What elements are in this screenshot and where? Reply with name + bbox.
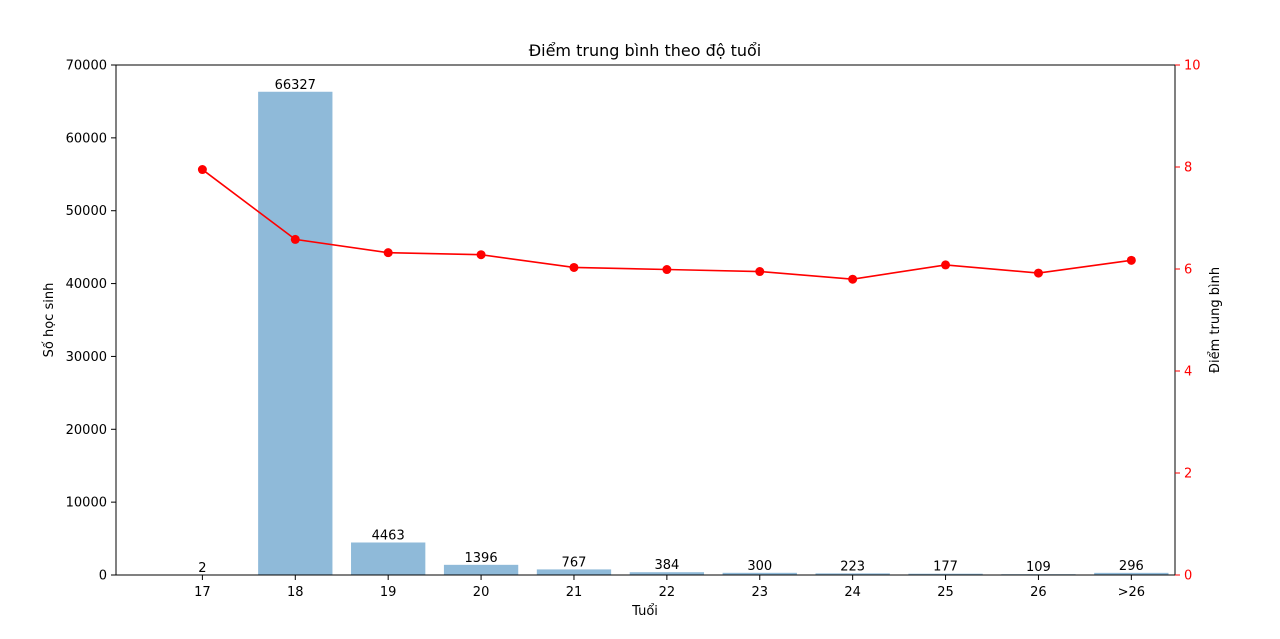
y-tick-label-7: 70000	[66, 59, 107, 74]
avg-score-point-9	[1033, 268, 1043, 278]
bars-layer: 2 66327 4463 1396 767 384 300 223 177 109 296	[165, 78, 1169, 576]
y2-tick-label-5: 10	[1184, 59, 1201, 74]
y-tick-label-3: 30000	[66, 350, 107, 365]
x-tick-label-6: 23	[751, 585, 768, 600]
avg-score-point-6	[755, 267, 765, 277]
avg-score-point-0	[197, 165, 207, 175]
y2-tick-label-0: 0	[1184, 569, 1192, 584]
avg-score-point-2	[383, 248, 393, 258]
bar-value-label-1: 66327	[275, 78, 316, 93]
bar-value-label-9: 109	[1026, 560, 1051, 575]
x-tick-label-1: 18	[287, 585, 304, 600]
bar-10	[1094, 572, 1169, 575]
avg-score-point-5	[662, 265, 672, 275]
bar-value-label-10: 296	[1119, 559, 1144, 574]
y-axis-label: Số học sinh	[42, 283, 57, 358]
bar-value-label-0: 2	[198, 561, 206, 576]
bar-value-label-6: 300	[747, 559, 772, 574]
y-tick-label-1: 10000	[66, 496, 107, 511]
bar-7	[815, 573, 890, 575]
avg-score-point-8	[941, 260, 951, 270]
y2-tick-label-2: 4	[1184, 365, 1192, 380]
x-tick-label-5: 22	[659, 585, 676, 600]
y-tick-label-0: 0	[99, 569, 107, 584]
x-tick-label-10: >26	[1118, 585, 1145, 600]
avg-score-point-10	[1126, 255, 1136, 265]
y2-axis-label: Điểm trung bình	[1208, 267, 1223, 373]
avg-score-point-7	[848, 274, 858, 284]
x-tick-label-9: 26	[1030, 585, 1047, 600]
bar-5	[629, 572, 705, 575]
y-tick-label-2: 20000	[66, 423, 107, 438]
avg-score-point-3	[476, 250, 486, 260]
bar-6	[722, 572, 797, 575]
avg-score-line	[201, 168, 1132, 281]
bar-value-label-2: 4463	[372, 528, 405, 543]
bar-4	[536, 569, 612, 575]
x-tick-label-0: 17	[194, 585, 211, 600]
bar-value-label-8: 177	[933, 560, 958, 575]
bar-3	[443, 564, 519, 575]
chart-title: Điểm trung bình theo độ tuổi	[529, 41, 762, 60]
x-tick-label-2: 19	[380, 585, 397, 600]
plot-frame	[115, 64, 1176, 576]
x-tick-label-7: 24	[844, 585, 861, 600]
bar-8	[908, 573, 983, 575]
line-layer	[197, 165, 1136, 284]
avg-score-point-4	[569, 262, 579, 272]
y-tick-label-4: 40000	[66, 277, 107, 292]
y2-tick-label-3: 6	[1184, 263, 1192, 278]
y2-tick-label-1: 2	[1184, 467, 1192, 482]
y2-tick-label-4: 8	[1184, 161, 1192, 176]
bar-value-label-3: 1396	[465, 551, 498, 566]
bar-value-label-7: 223	[840, 559, 865, 574]
x-axis-label: Tuổi	[631, 604, 658, 619]
axes-layer: 0100002000030000400005000060000700000246…	[66, 59, 1201, 601]
y-tick-label-6: 60000	[66, 131, 107, 146]
x-tick-label-8: 25	[937, 585, 954, 600]
bar-value-label-5: 384	[654, 558, 679, 573]
y-tick-label-5: 50000	[66, 204, 107, 219]
bar-value-label-4: 767	[562, 555, 587, 570]
x-tick-label-4: 21	[566, 585, 583, 600]
bar-2	[351, 542, 426, 575]
x-tick-label-3: 20	[473, 585, 490, 600]
bar-1	[258, 91, 333, 575]
avg-score-point-1	[290, 234, 300, 244]
